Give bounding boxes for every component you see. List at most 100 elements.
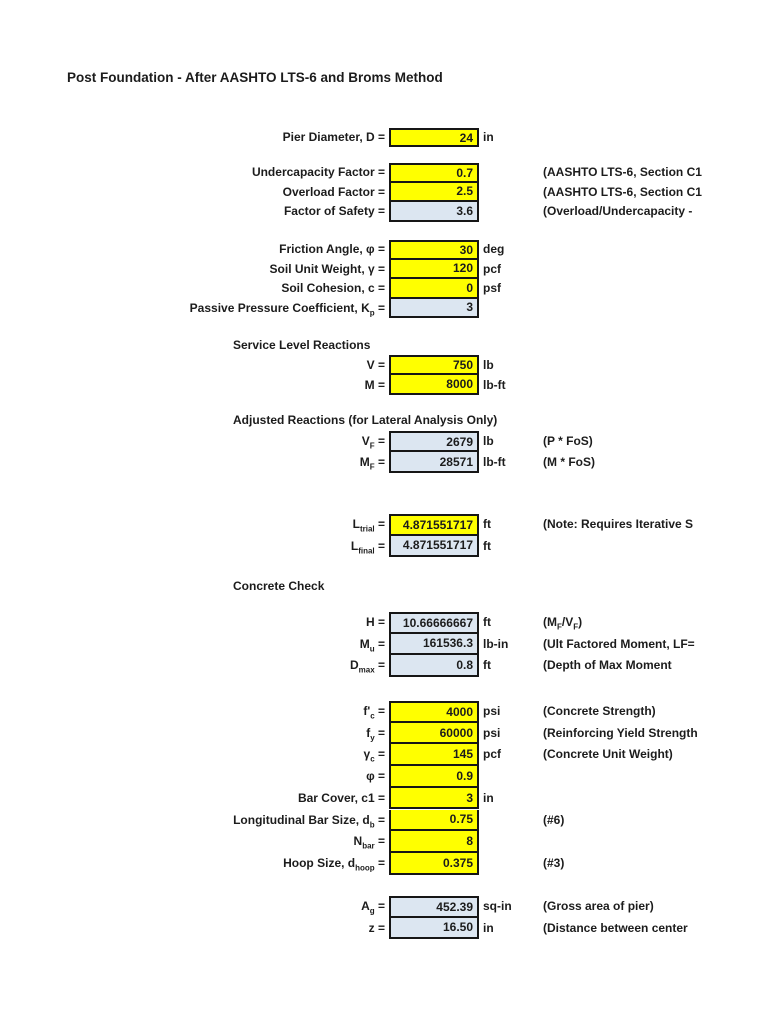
value-cell-pier-diameter[interactable]: 24 — [389, 128, 479, 147]
note-long-bar-size: (#6) — [543, 810, 564, 832]
row-long-bar-size: Longitudinal Bar Size, db = 0.75 (#6) — [0, 809, 768, 832]
label-text: (Distance between center — [543, 920, 688, 935]
row-v: V = 750 lb — [0, 355, 768, 375]
label-mf: MF = — [0, 452, 385, 473]
unit-soil-unit-weight: pcf — [483, 261, 501, 276]
label-factor-of-safety: Factor of Safety = — [0, 202, 385, 222]
value-cell-l-trial[interactable]: 4.871551717 — [389, 514, 479, 536]
label-subscript: y — [370, 733, 375, 743]
label-text: (Reinforcing Yield Strength — [543, 725, 698, 740]
label-long-bar-size: Longitudinal Bar Size, db = — [0, 810, 385, 832]
label-text: = — [374, 434, 385, 448]
value-cell-soil-cohesion[interactable]: 0 — [389, 279, 479, 299]
unit-vf: lb — [483, 434, 494, 448]
value-cell-undercapacity-factor[interactable]: 0.7 — [389, 163, 479, 183]
label-text: Hoop Size, d — [283, 855, 356, 870]
label-text: Pier Diameter, D = — [282, 130, 385, 144]
value-cell-overload-factor[interactable]: 2.5 — [389, 182, 479, 202]
label-text: = — [374, 899, 385, 913]
label-subscript: max — [358, 665, 375, 675]
value-cell-bar-cover[interactable]: 3 — [389, 787, 479, 810]
label-text: Longitudinal Bar Size, d — [233, 812, 370, 827]
unit-mf: lb-ft — [483, 455, 506, 469]
value-cell-long-bar-size[interactable]: 0.75 — [389, 809, 479, 832]
row-pier-diameter: Pier Diameter, D = 24 in — [0, 128, 768, 147]
row-hoop-size: Hoop Size, dhoop = 0.375 (#3) — [0, 852, 768, 875]
note-dmax: (Depth of Max Moment — [543, 655, 672, 677]
label-text: Passive Pressure Coefficient, K — [189, 300, 370, 315]
label-text: H = — [365, 615, 385, 629]
label-text: = — [374, 636, 385, 651]
value-cell-fc[interactable]: 4000 — [389, 701, 479, 723]
label-dmax: Dmax = — [0, 655, 385, 677]
label-hoop-size: Hoop Size, dhoop = — [0, 853, 385, 875]
label-v: V = — [0, 355, 385, 375]
label-l-final: Lfinal = — [0, 536, 385, 558]
unit-pier-diameter: in — [483, 130, 494, 144]
label-undercapacity-factor: Undercapacity Factor = — [0, 163, 385, 183]
label-m: M = — [0, 375, 385, 395]
note-ag: (Gross area of pier) — [543, 896, 654, 918]
note-fc: (Concrete Strength) — [543, 701, 656, 723]
value-cell-passive-pressure-coefficient: 3 — [389, 298, 479, 318]
row-n-bar: Nbar = 8 — [0, 831, 768, 853]
value-cell-fy[interactable]: 60000 — [389, 722, 479, 745]
page-title: Post Foundation - After AASHTO LTS-6 and… — [67, 70, 443, 85]
label-subscript: hoop — [355, 863, 375, 873]
unit-bar-cover: in — [483, 790, 494, 805]
value-cell-hoop-size[interactable]: 0.375 — [389, 852, 479, 875]
label-text: (Concrete Strength) — [543, 704, 656, 718]
note-z: (Distance between center — [543, 918, 688, 940]
label-text: (P * FoS) — [543, 434, 593, 448]
label-subscript: b — [369, 819, 375, 829]
label-text: L — [352, 517, 360, 531]
unit-m: lb-ft — [483, 378, 506, 392]
label-text: (M * FoS) — [543, 455, 595, 469]
row-passive-pressure-coefficient: Passive Pressure Coefficient, Kp = 3 — [0, 298, 768, 318]
unit-ag: sq-in — [483, 899, 512, 913]
label-text: = — [374, 300, 385, 315]
row-l-trial: Ltrial = 4.871551717 ft (Note: Requires Ite… — [0, 514, 768, 536]
label-subscript: F — [369, 462, 375, 472]
value-cell-soil-unit-weight[interactable]: 120 — [389, 259, 479, 279]
note-fy: (Reinforcing Yield Strength — [543, 723, 698, 745]
row-fy: fy = 60000 psi (Reinforcing Yield Strength — [0, 722, 768, 745]
note-overload-factor: (AASHTO LTS-6, Section C1 — [543, 183, 702, 203]
unit-mu: lb-in — [483, 636, 509, 651]
label-subscript: F — [573, 622, 579, 632]
note-mu: (Ult Factored Moment, LF= — [543, 634, 695, 656]
row-soil-unit-weight: Soil Unit Weight, γ = 120 pcf — [0, 259, 768, 279]
label-subscript: c — [370, 754, 375, 764]
value-cell-mu: 161536.3 — [389, 633, 479, 655]
row-ag: Ag = 452.39 sq-in (Gross area of pier) — [0, 896, 768, 918]
label-text: (Note: Requires Iterative S — [543, 517, 694, 531]
value-cell-mf: 28571 — [389, 452, 479, 473]
label-text: M — [359, 455, 370, 469]
value-cell-friction-angle[interactable]: 30 — [389, 240, 479, 260]
label-text: M = — [364, 378, 385, 392]
unit-gamma-c: pcf — [483, 747, 501, 762]
label-text: (#3) — [543, 855, 565, 870]
unit-fy: psi — [483, 725, 501, 740]
label-gamma-c: γc = — [0, 744, 385, 766]
row-friction-angle: Friction Angle, φ = 30 deg — [0, 240, 768, 260]
value-cell-m[interactable]: 8000 — [389, 375, 479, 395]
value-cell-phi[interactable]: 0.9 — [389, 766, 479, 788]
value-cell-gamma-c[interactable]: 145 — [389, 744, 479, 767]
label-pier-diameter: Pier Diameter, D = — [0, 128, 385, 147]
label-phi: φ = — [0, 766, 385, 788]
label-text: = — [374, 747, 385, 762]
value-cell-z: 16.50 — [389, 917, 479, 939]
value-cell-v[interactable]: 750 — [389, 355, 479, 375]
unit-l-final: ft — [483, 538, 491, 553]
label-subscript: F — [557, 622, 562, 632]
label-subscript: u — [369, 643, 375, 653]
value-cell-n-bar[interactable]: 8 — [389, 831, 479, 853]
label-text: D — [349, 658, 359, 672]
unit-soil-cohesion: psf — [483, 281, 501, 295]
label-text: Factor of Safety = — [283, 204, 385, 218]
label-friction-angle: Friction Angle, φ = — [0, 240, 385, 260]
note-h: (MF/VF) — [543, 612, 582, 634]
label-text: Soil Cohesion, c = — [281, 281, 385, 295]
